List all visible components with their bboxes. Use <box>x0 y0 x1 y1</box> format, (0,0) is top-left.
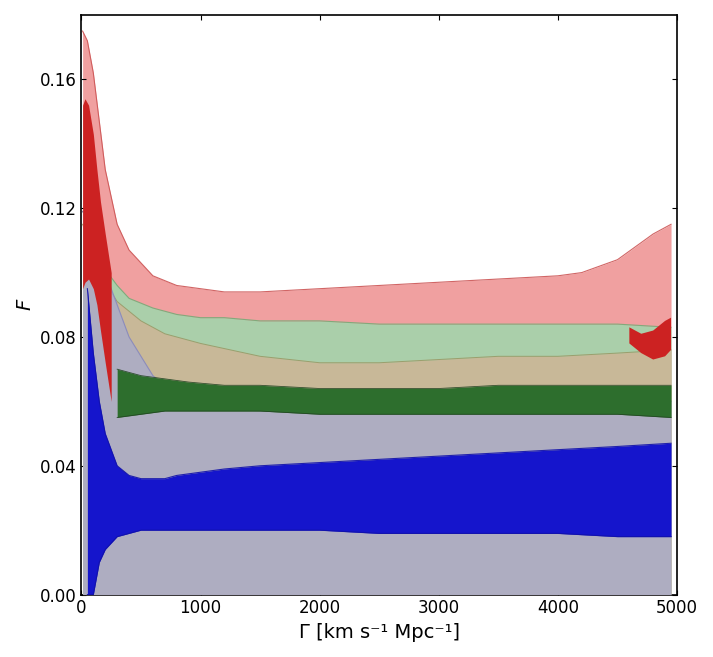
Y-axis label: F: F <box>15 299 34 310</box>
Polygon shape <box>630 318 671 359</box>
X-axis label: Γ [km s⁻¹ Mpc⁻¹]: Γ [km s⁻¹ Mpc⁻¹] <box>299 623 460 642</box>
